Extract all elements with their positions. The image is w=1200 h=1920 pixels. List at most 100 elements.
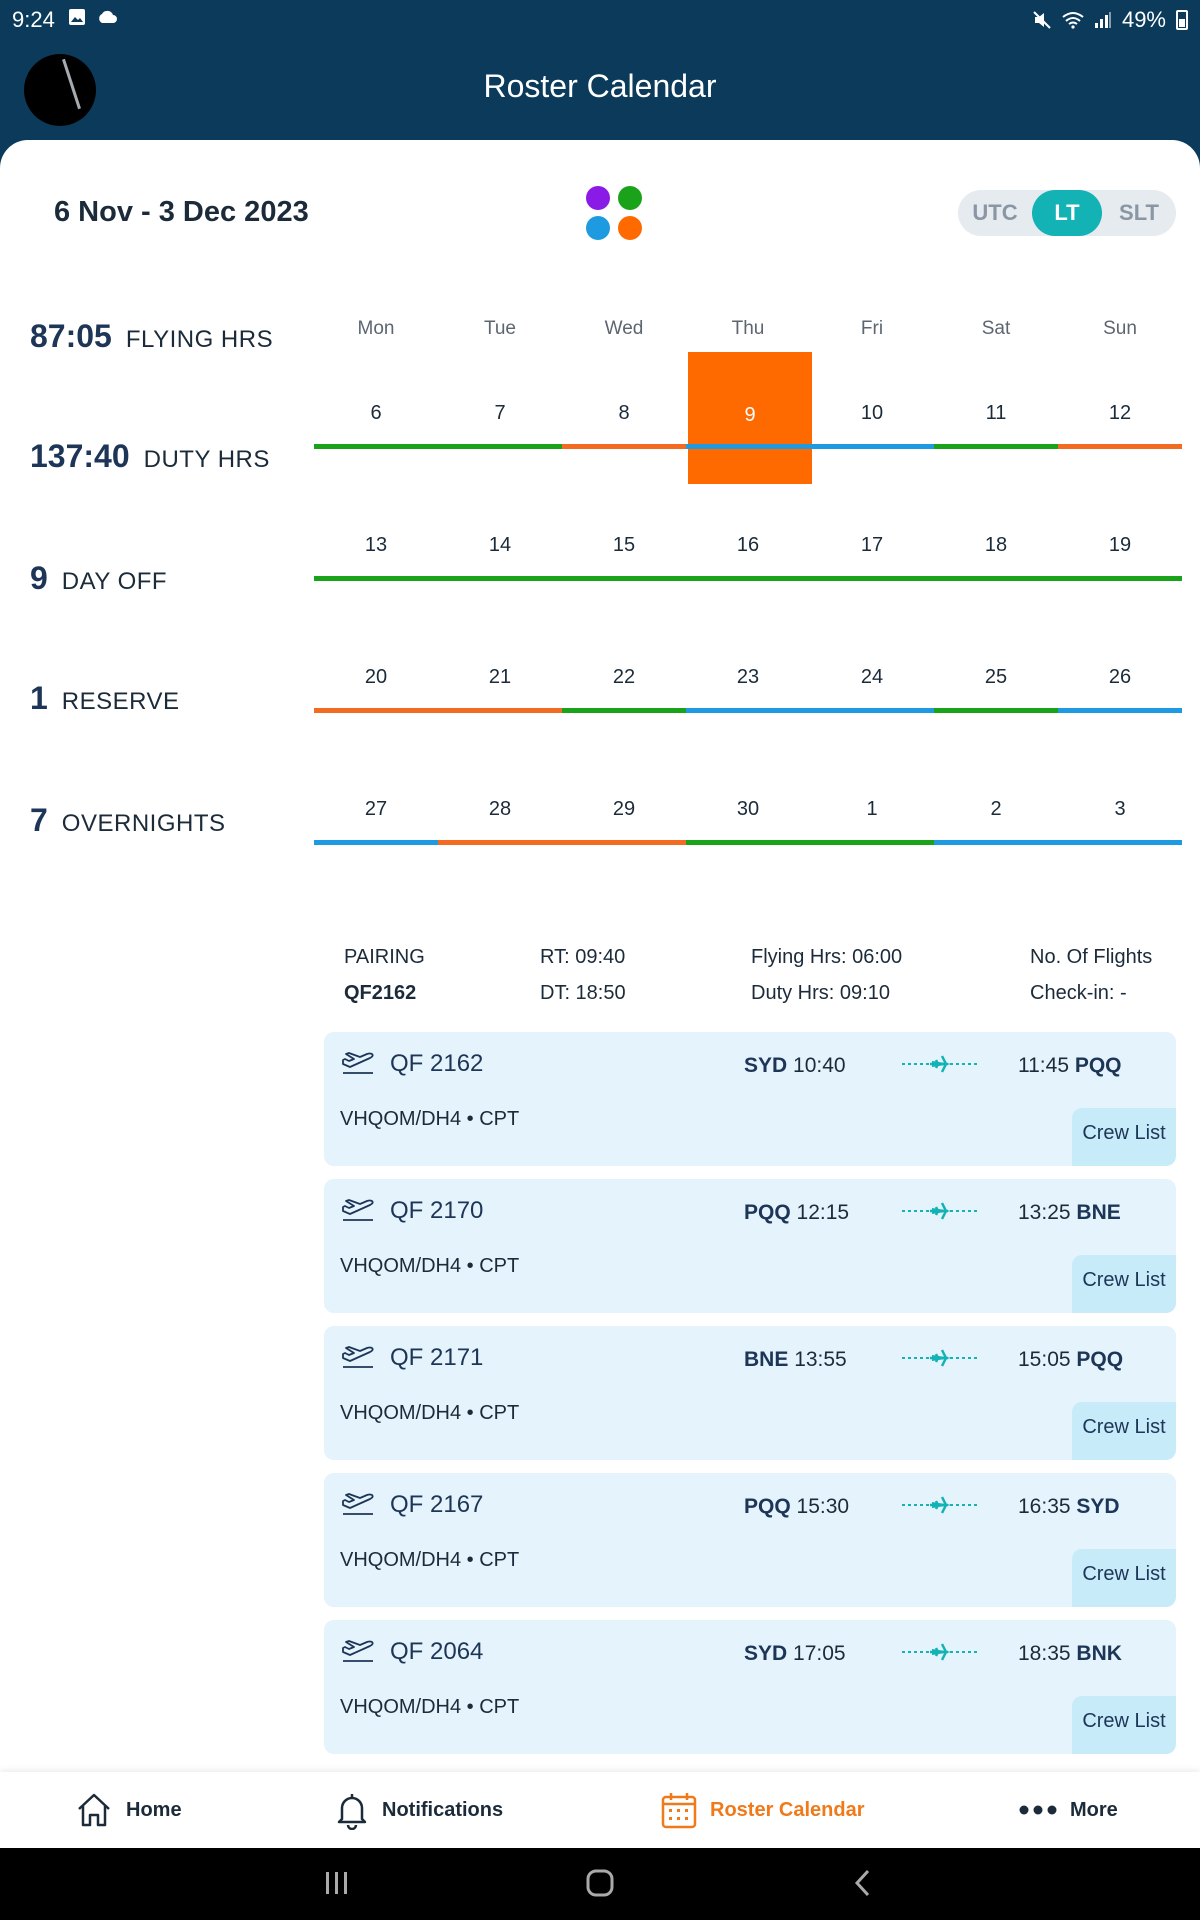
tz-option-utc[interactable]: UTC	[972, 200, 1018, 225]
arrival-airport: BNK	[1076, 1642, 1122, 1665]
tz-option-slt[interactable]: SLT	[1119, 200, 1159, 225]
stat-row: 9 DAY OFF	[30, 560, 167, 597]
departure-time: 17:05	[793, 1642, 846, 1665]
day-status-bar	[438, 576, 562, 581]
image-icon	[69, 9, 85, 25]
flight-card[interactable]: QF 2167 PQQ 15:30 16:35 SYD VHQOM/DH4 • CPT…	[324, 1473, 1176, 1607]
calendar-day[interactable]: 11	[985, 402, 1007, 424]
pairing-check-in: Check-in: -	[1030, 982, 1127, 1004]
calendar-day[interactable]: 30	[736, 798, 760, 820]
day-status-bar	[810, 444, 934, 449]
arrival-time: 11:45	[1018, 1054, 1069, 1077]
departure: SYD 17:05	[744, 1642, 914, 1666]
calendar-day[interactable]: 10	[860, 402, 884, 424]
calendar-day[interactable]: 19	[1108, 534, 1132, 556]
calendar-day[interactable]: 8	[618, 402, 630, 424]
calendar-day[interactable]: 23	[736, 666, 760, 688]
crew-list-button[interactable]: Crew List	[1072, 1549, 1176, 1607]
timezone-toggle[interactable]: UTC LT SLT	[958, 190, 1176, 236]
day-status-bar	[438, 444, 562, 449]
departure-airport: SYD	[744, 1054, 788, 1077]
day-status-bar	[810, 576, 934, 581]
flight-card[interactable]: QF 2170 PQQ 12:15 13:25 BNE VHQOM/DH4 • CPT…	[324, 1179, 1176, 1313]
stat-label: FLYING HRS	[125, 326, 274, 353]
stat-label: DUTY HRS	[143, 446, 270, 473]
page-title: Roster Calendar	[483, 68, 717, 104]
calendar-day[interactable]: 15	[612, 534, 636, 556]
flight-card[interactable]: QF 2171 BNE 13:55 15:05 PQQ VHQOM/DH4 • CPT…	[324, 1326, 1176, 1460]
calendar-day[interactable]: 24	[860, 666, 884, 688]
arrival: 18:35 BNK	[1018, 1642, 1148, 1666]
legend-dots-icon[interactable]	[586, 186, 646, 246]
calendar-day[interactable]: 18	[984, 534, 1008, 556]
arrival: 15:05 PQQ	[1018, 1348, 1148, 1372]
aircraft-role: VHQOM/DH4 • CPT	[340, 1255, 520, 1277]
flight-card[interactable]: QF 2162 SYD 10:40 11:45 PQQ VHQOM/DH4 • CPT…	[324, 1032, 1176, 1166]
calendar-day[interactable]: 27	[364, 798, 388, 820]
flight-card[interactable]: QF 2064 SYD 17:05 18:35 BNK VHQOM/DH4 • CPT…	[324, 1620, 1176, 1754]
calendar-day[interactable]: 20	[364, 666, 388, 688]
nav-home-label: Home	[126, 1798, 182, 1821]
crew-list-button[interactable]: Crew List	[1072, 1108, 1176, 1166]
departure-time: 13:55	[794, 1348, 847, 1371]
nav-roster-calendar[interactable]: Roster Calendar	[660, 1772, 865, 1848]
pairing-flying-hrs: Flying Hrs: 06:00	[751, 946, 903, 968]
stat-value: 87:05	[30, 318, 112, 354]
calendar-day[interactable]: 28	[488, 798, 512, 820]
aircraft-role: VHQOM/DH4 • CPT	[340, 1402, 520, 1424]
day-status-bar	[1058, 576, 1182, 581]
day-status-bar	[562, 444, 686, 449]
date-range[interactable]: 6 Nov - 3 Dec 2023	[54, 196, 309, 228]
calendar-day[interactable]: 17	[860, 534, 884, 556]
crew-list-button[interactable]: Crew List	[1072, 1696, 1176, 1754]
pairing-rt: RT: 09:40	[540, 946, 626, 968]
crew-list-button[interactable]: Crew List	[1072, 1402, 1176, 1460]
avatar[interactable]	[24, 54, 96, 126]
arrival-time: 13:25	[1018, 1201, 1071, 1224]
back-icon[interactable]	[850, 1866, 874, 1900]
plane-takeoff-icon	[342, 1640, 374, 1662]
calendar-day[interactable]: 16	[736, 534, 760, 556]
day-status-bar	[438, 708, 562, 713]
day-status-bar	[314, 576, 438, 581]
calendar-day[interactable]: 7	[494, 402, 506, 424]
home-circle-icon[interactable]	[584, 1866, 616, 1900]
calendar-day[interactable]: 22	[612, 666, 636, 688]
recent-apps-icon[interactable]	[322, 1866, 352, 1900]
arrival: 13:25 BNE	[1018, 1201, 1148, 1225]
day-status-bar	[562, 708, 686, 713]
stat-row: 1 RESERVE	[30, 680, 180, 717]
calendar-day[interactable]: 25	[984, 666, 1008, 688]
mute-icon	[1033, 11, 1051, 29]
weekday-header: Sat	[981, 318, 1011, 339]
nav-more[interactable]: More	[1018, 1772, 1118, 1848]
calendar-day[interactable]: 3	[1114, 798, 1126, 820]
departure: PQQ 15:30	[744, 1495, 914, 1519]
calendar-day[interactable]: 9	[688, 352, 812, 484]
arrival-time: 16:35	[1018, 1495, 1071, 1518]
calendar-day[interactable]: 29	[612, 798, 636, 820]
calendar-day[interactable]: 1	[866, 798, 878, 820]
pairing-dt: DT: 18:50	[540, 982, 626, 1004]
roster-sheet: 6 Nov - 3 Dec 2023 UTC LT SLT 87:05 FLYING …	[0, 140, 1200, 1772]
calendar-day[interactable]: 2	[990, 798, 1002, 820]
weekday-header: Thu	[731, 318, 765, 339]
flight-path-icon	[902, 1349, 978, 1367]
calendar-day[interactable]: 26	[1108, 666, 1132, 688]
stat-value: 1	[30, 680, 48, 716]
day-status-bar	[1058, 840, 1182, 845]
calendar-day[interactable]: 21	[488, 666, 512, 688]
day-status-bar	[1058, 444, 1182, 449]
calendar-day[interactable]: 13	[364, 534, 388, 556]
nav-home[interactable]: Home	[74, 1772, 182, 1848]
tz-option-lt[interactable]: LT	[1032, 190, 1102, 236]
stat-value: 137:40	[30, 438, 130, 474]
nav-notifications[interactable]: Notifications	[334, 1772, 503, 1848]
day-status-bar	[934, 840, 1058, 845]
flight-number: QF 2162	[390, 1050, 484, 1077]
calendar-day[interactable]: 12	[1108, 402, 1132, 424]
calendar-day[interactable]: 14	[488, 534, 512, 556]
calendar-day[interactable]: 6	[370, 402, 382, 424]
crew-list-button[interactable]: Crew List	[1072, 1255, 1176, 1313]
day-status-bar	[934, 708, 1058, 713]
